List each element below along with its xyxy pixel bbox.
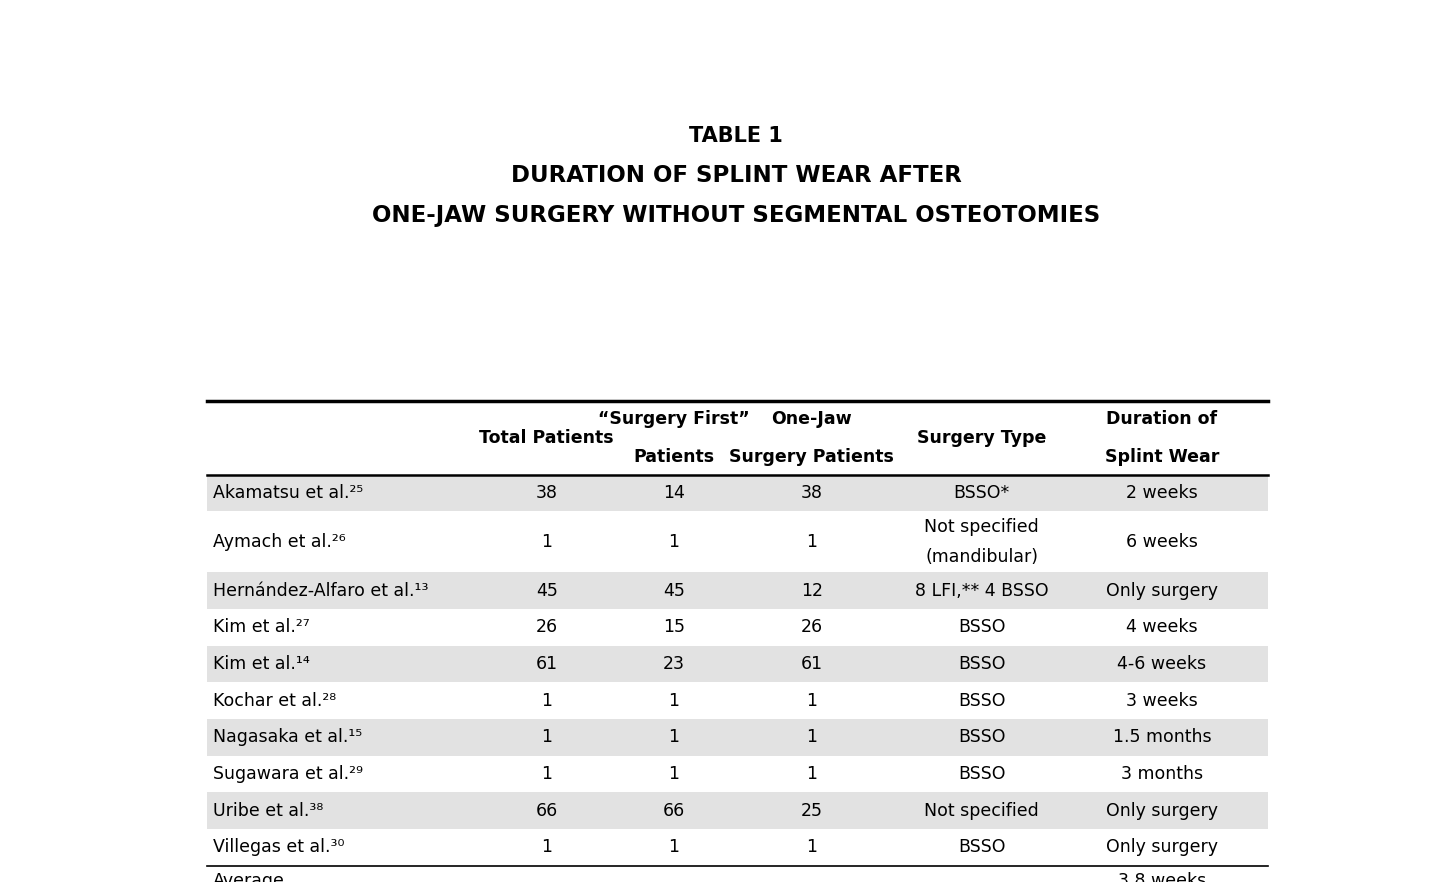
Text: Average: Average (213, 872, 284, 882)
Text: 38: 38 (536, 484, 557, 502)
Text: 1: 1 (669, 533, 679, 551)
Text: BSSO: BSSO (958, 618, 1005, 637)
Text: 61: 61 (536, 655, 557, 673)
Text: 8 LFI,** 4 BSSO: 8 LFI,** 4 BSSO (915, 582, 1048, 600)
Bar (207, 719, 1268, 756)
Text: Villegas et al.³⁰: Villegas et al.³⁰ (213, 839, 345, 856)
Text: Aymach et al.²⁶: Aymach et al.²⁶ (213, 533, 346, 551)
Text: 1: 1 (807, 839, 817, 856)
Text: 12: 12 (801, 582, 823, 600)
Bar (207, 512, 1268, 572)
Text: 4-6 weeks: 4-6 weeks (1117, 655, 1206, 673)
Text: 45: 45 (536, 582, 557, 600)
Bar (207, 683, 1268, 719)
Text: Surgery Type: Surgery Type (916, 429, 1047, 447)
Text: Surgery Patients: Surgery Patients (729, 448, 895, 466)
Text: Hernández-Alfaro et al.¹³: Hernández-Alfaro et al.¹³ (213, 582, 428, 600)
Bar (207, 475, 1268, 512)
Text: Kim et al.²⁷: Kim et al.²⁷ (213, 618, 310, 637)
Text: 14: 14 (663, 484, 685, 502)
Text: 45: 45 (663, 582, 685, 600)
Text: (mandibular): (mandibular) (925, 548, 1038, 565)
Text: 38: 38 (801, 484, 823, 502)
Text: Sugawara et al.²⁹: Sugawara et al.²⁹ (213, 765, 363, 783)
Text: 1: 1 (669, 691, 679, 710)
Text: Patients: Patients (633, 448, 715, 466)
Text: 4 weeks: 4 weeks (1126, 618, 1198, 637)
Bar (207, 792, 1268, 829)
Text: DURATION OF SPLINT WEAR AFTER: DURATION OF SPLINT WEAR AFTER (511, 163, 961, 187)
Text: 1: 1 (669, 839, 679, 856)
Text: Total Patients: Total Patients (480, 429, 615, 447)
Text: Only surgery: Only surgery (1106, 839, 1218, 856)
Text: Uribe et al.³⁸: Uribe et al.³⁸ (213, 802, 323, 819)
Text: 26: 26 (801, 618, 823, 637)
Text: 1: 1 (807, 765, 817, 783)
Text: 1: 1 (541, 729, 553, 746)
Bar (207, 866, 1268, 882)
Text: Only surgery: Only surgery (1106, 802, 1218, 819)
Text: BSSO: BSSO (958, 691, 1005, 710)
Text: 3 months: 3 months (1120, 765, 1203, 783)
Text: 2 weeks: 2 weeks (1126, 484, 1198, 502)
Text: 66: 66 (663, 802, 685, 819)
Text: Kochar et al.²⁸: Kochar et al.²⁸ (213, 691, 336, 710)
Text: Duration of: Duration of (1106, 410, 1218, 428)
Text: 1: 1 (541, 691, 553, 710)
Text: TABLE 1: TABLE 1 (689, 126, 783, 146)
Text: 66: 66 (536, 802, 557, 819)
Text: 1: 1 (807, 691, 817, 710)
Text: Splint Wear: Splint Wear (1104, 448, 1219, 466)
Text: 1: 1 (541, 765, 553, 783)
Text: Kim et al.¹⁴: Kim et al.¹⁴ (213, 655, 310, 673)
Text: BSSO: BSSO (958, 765, 1005, 783)
Text: Not specified: Not specified (925, 802, 1038, 819)
Text: 1: 1 (669, 765, 679, 783)
Text: 1: 1 (541, 839, 553, 856)
Text: Only surgery: Only surgery (1106, 582, 1218, 600)
Text: 1: 1 (807, 729, 817, 746)
Text: BSSO*: BSSO* (954, 484, 1010, 502)
Bar (207, 572, 1268, 609)
Text: 61: 61 (801, 655, 823, 673)
Text: Nagasaka et al.¹⁵: Nagasaka et al.¹⁵ (213, 729, 362, 746)
Text: Not specified: Not specified (925, 518, 1038, 536)
Bar (207, 756, 1268, 792)
Text: BSSO: BSSO (958, 729, 1005, 746)
Text: 1: 1 (807, 533, 817, 551)
Text: 1: 1 (541, 533, 553, 551)
Bar (207, 401, 1268, 475)
Text: 15: 15 (663, 618, 685, 637)
Bar (207, 646, 1268, 683)
Bar (207, 829, 1268, 866)
Text: One-Jaw: One-Jaw (771, 410, 852, 428)
Text: 3.8 weeks: 3.8 weeks (1117, 872, 1206, 882)
Text: Akamatsu et al.²⁵: Akamatsu et al.²⁵ (213, 484, 363, 502)
Text: 25: 25 (801, 802, 823, 819)
Text: 1.5 months: 1.5 months (1113, 729, 1211, 746)
Text: 1: 1 (669, 729, 679, 746)
Text: BSSO: BSSO (958, 839, 1005, 856)
Text: ONE-JAW SURGERY WITHOUT SEGMENTAL OSTEOTOMIES: ONE-JAW SURGERY WITHOUT SEGMENTAL OSTEOT… (372, 205, 1100, 228)
Text: 3 weeks: 3 weeks (1126, 691, 1198, 710)
Text: 23: 23 (663, 655, 685, 673)
Text: 6 weeks: 6 weeks (1126, 533, 1198, 551)
Text: “Surgery First”: “Surgery First” (599, 410, 750, 428)
Text: 26: 26 (536, 618, 557, 637)
Bar (207, 609, 1268, 646)
Text: BSSO: BSSO (958, 655, 1005, 673)
